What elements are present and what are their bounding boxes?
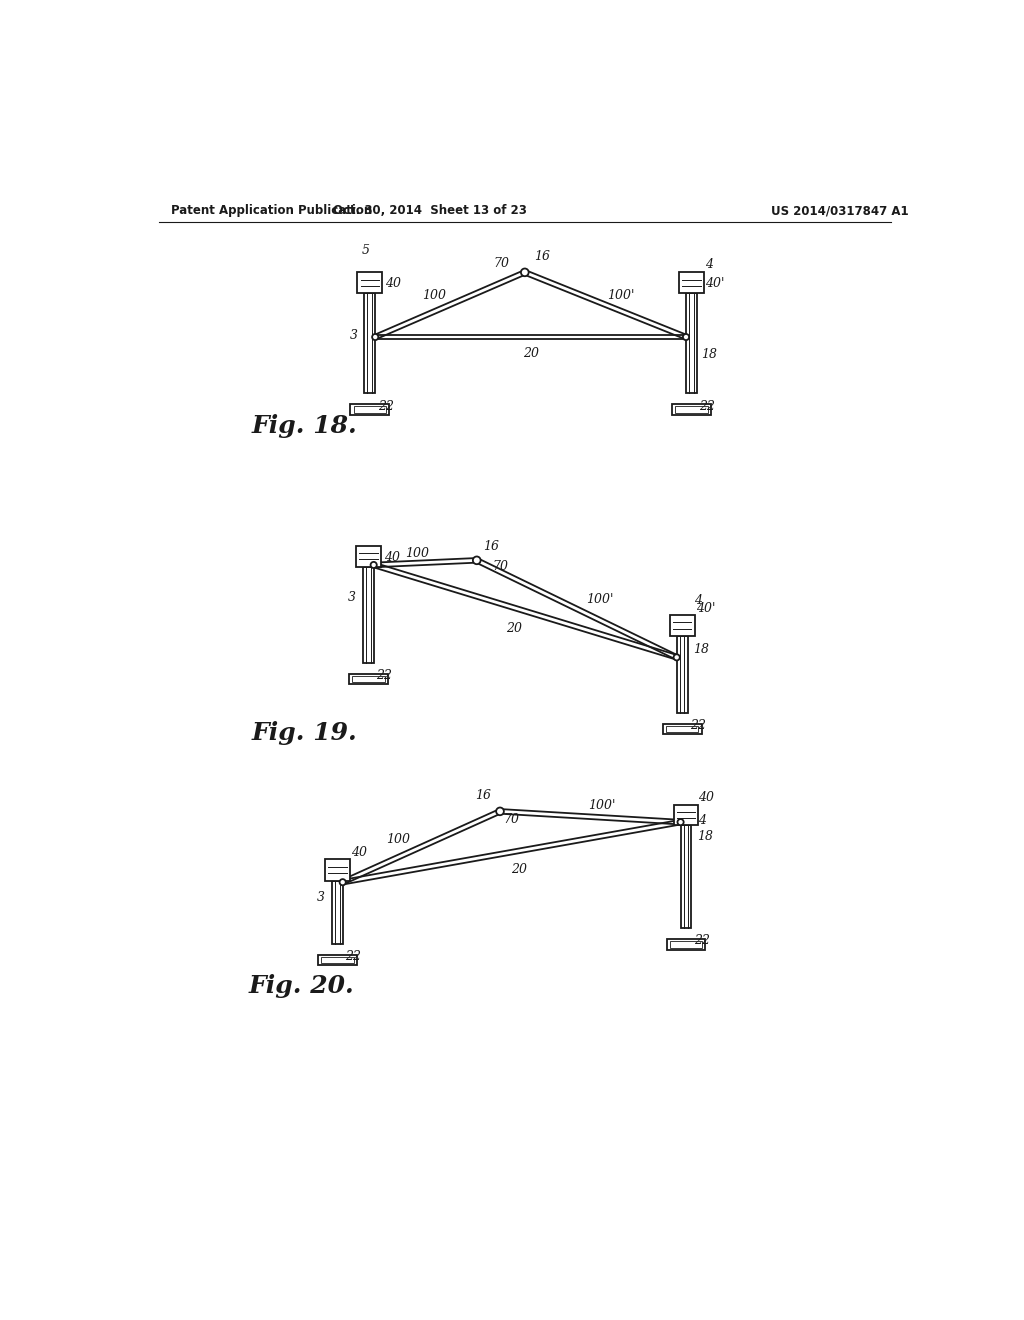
Bar [672,404,711,414]
Bar [325,859,349,880]
Text: 22: 22 [699,400,715,413]
Text: 40: 40 [698,791,715,804]
Text: 40': 40' [696,602,716,615]
Bar [681,825,691,928]
Circle shape [372,334,378,341]
Circle shape [683,334,689,341]
Text: 4: 4 [694,594,702,607]
Text: 4: 4 [698,814,707,828]
Circle shape [496,808,504,816]
Text: 22: 22 [378,400,393,413]
Bar [332,880,343,944]
Text: 4: 4 [706,259,714,271]
Bar [677,636,687,713]
Bar [352,676,385,682]
Circle shape [674,655,680,660]
Text: 20: 20 [511,862,527,875]
Text: 100': 100' [607,289,635,302]
Text: 3: 3 [348,591,356,603]
Bar [350,404,389,414]
Bar [362,566,374,663]
Bar [686,293,697,393]
Text: 22: 22 [690,718,706,731]
Text: 100': 100' [588,800,615,813]
Bar [667,940,706,950]
Bar [353,407,386,412]
Text: 70: 70 [494,256,509,269]
Text: 22: 22 [376,669,392,682]
Circle shape [371,562,377,568]
Text: 100': 100' [587,593,613,606]
Bar [357,272,382,293]
Bar [663,723,701,734]
Text: 16: 16 [483,540,499,553]
Text: US 2014/0317847 A1: US 2014/0317847 A1 [771,205,909,218]
Text: 18: 18 [697,829,713,842]
Text: 100: 100 [423,289,446,302]
Text: 70: 70 [504,813,520,825]
Text: 20: 20 [522,347,539,360]
Bar [670,941,702,948]
Text: Fig. 18.: Fig. 18. [252,414,357,438]
Text: Fig. 19.: Fig. 19. [252,721,357,744]
Bar [679,272,703,293]
Text: 100: 100 [386,833,410,846]
Text: 22: 22 [345,950,361,964]
Text: Oct. 30, 2014  Sheet 13 of 23: Oct. 30, 2014 Sheet 13 of 23 [334,205,527,218]
Circle shape [340,879,346,886]
Text: 40: 40 [385,277,401,290]
Text: 5: 5 [361,244,370,257]
Bar [365,293,375,393]
Bar [317,954,356,965]
Text: 40: 40 [384,550,399,564]
Text: Patent Application Publication: Patent Application Publication [171,205,372,218]
Text: 70: 70 [493,560,508,573]
Text: 16: 16 [535,251,550,264]
Text: Fig. 20.: Fig. 20. [248,974,354,998]
Circle shape [521,268,528,276]
Text: 18: 18 [700,348,717,362]
Bar [666,726,698,733]
Bar [675,407,708,412]
Bar [349,673,388,684]
Text: 3: 3 [316,891,325,904]
Text: 3: 3 [349,329,357,342]
Text: 18: 18 [693,643,709,656]
Text: 16: 16 [475,789,490,803]
Bar [670,615,694,636]
Text: 100: 100 [406,546,429,560]
Circle shape [678,818,684,825]
Bar [356,545,381,566]
Circle shape [473,557,480,564]
Bar [321,957,353,964]
Text: 22: 22 [693,935,710,948]
Text: 40: 40 [351,846,368,859]
Bar [674,805,698,825]
Text: 20: 20 [506,622,521,635]
Text: 40': 40' [706,277,725,290]
